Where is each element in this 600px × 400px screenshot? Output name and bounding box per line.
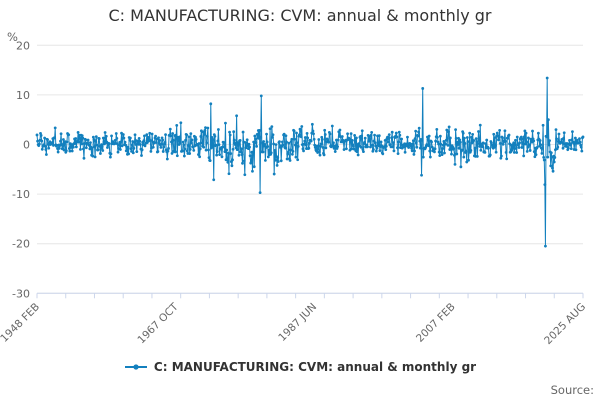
series-path[interactable] — [36, 78, 584, 247]
source-credit: Source: — [550, 383, 594, 397]
y-tick-label: 20 — [16, 39, 30, 52]
gridlines — [37, 44, 583, 294]
series-markers[interactable] — [35, 76, 585, 248]
x-axis-labels: 1948 FEB 1967 OCT 1987 JUN 2007 FEB 2025 AUG — [0, 301, 588, 347]
x-tick-label: 2025 AUG — [542, 301, 588, 347]
x-axis — [36, 292, 584, 299]
legend-label: C: MANUFACTURING: CVM: annual & monthly … — [153, 360, 477, 374]
series[interactable] — [35, 76, 585, 248]
y-tick-label: -10 — [12, 188, 30, 201]
y-axis-labels: 20 10 0 -10 -20 -30 — [12, 39, 30, 300]
y-axis-unit-label: % — [7, 30, 18, 44]
x-tick-label: 1948 FEB — [0, 301, 42, 345]
y-tick-label: -20 — [12, 238, 30, 251]
x-tick-label: 2007 FEB — [414, 301, 458, 345]
legend-item[interactable]: C: MANUFACTURING: CVM: annual & monthly … — [0, 360, 600, 374]
x-tick-label: 1987 JUN — [276, 301, 319, 344]
legend-line-marker-icon — [124, 364, 147, 370]
x-tick-label: 1967 OCT — [135, 301, 181, 347]
chart-title: C: MANUFACTURING: CVM: annual & monthly … — [108, 6, 492, 25]
y-tick-label: -30 — [12, 287, 30, 300]
y-tick-label: 10 — [16, 89, 30, 102]
y-tick-label: 0 — [23, 139, 30, 152]
